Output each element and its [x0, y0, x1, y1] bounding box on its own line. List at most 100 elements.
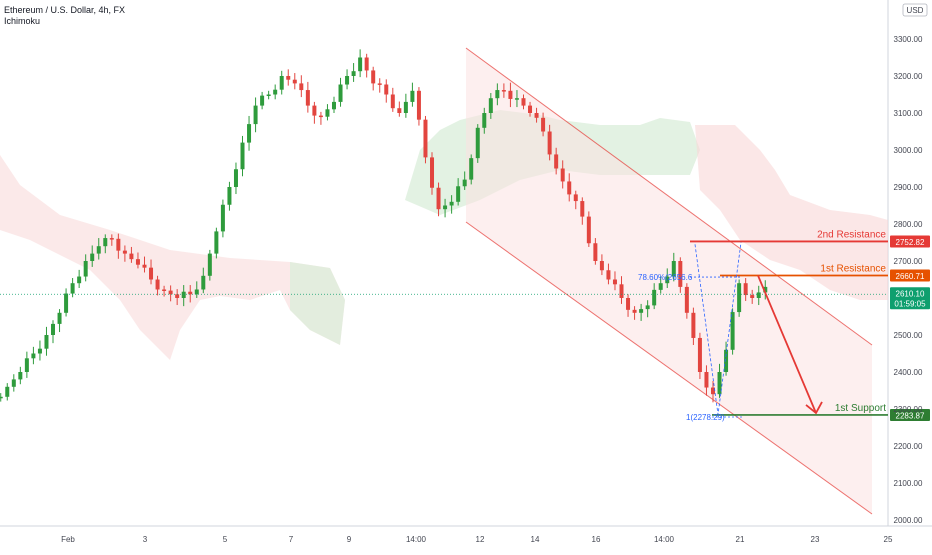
- candle-body: [521, 98, 526, 106]
- arrow-shaft: [757, 275, 817, 414]
- level-tag-3: 2283.87: [890, 408, 930, 421]
- level-tag-bg: [890, 408, 930, 421]
- candle-body: [214, 231, 219, 254]
- x-tick-10: 21: [736, 535, 745, 544]
- candle-body: [194, 289, 199, 295]
- candle-body: [5, 386, 10, 397]
- y-tick-3100: 3100.00: [894, 109, 923, 118]
- candle-body: [162, 289, 167, 291]
- x-tick-9: 14:00: [654, 535, 675, 544]
- candle-body: [665, 276, 670, 284]
- level-label-3: 1st Support: [835, 403, 886, 414]
- candle-body: [358, 57, 363, 72]
- candle-body: [756, 292, 761, 298]
- candle-body: [541, 117, 546, 132]
- candle-body: [456, 186, 461, 202]
- candle-body: [684, 286, 689, 313]
- candle-body: [390, 94, 395, 109]
- fib-78-label: 78.60%(2656.6: [638, 273, 693, 282]
- candle-body: [658, 283, 663, 290]
- x-tick-7: 14: [531, 535, 540, 544]
- candle-body: [37, 348, 42, 354]
- candle-body: [475, 127, 480, 159]
- fib-1-label: 1(2278.29): [686, 413, 725, 422]
- candle-body: [410, 90, 415, 102]
- candle-body: [384, 84, 389, 95]
- candle-body: [462, 179, 467, 187]
- arrow-head: [805, 401, 823, 415]
- candle-body: [338, 84, 343, 102]
- last-price-countdown: 01:59:05: [894, 299, 926, 308]
- last-price-bg: [890, 287, 930, 310]
- x-tick-0: Feb: [61, 535, 75, 544]
- x-tick-2: 5: [223, 535, 228, 544]
- candle-body: [671, 261, 676, 277]
- channel-upper-line: [465, 47, 873, 346]
- candle-body: [416, 90, 421, 120]
- channel-lower-line: [465, 221, 873, 515]
- level-label-1: 2nd Resistance: [817, 229, 886, 240]
- candle-body: [501, 90, 506, 92]
- x-tick-12: 25: [884, 535, 893, 544]
- currency-badge-box: [902, 3, 928, 17]
- candle-body: [227, 187, 232, 205]
- candle-body: [318, 115, 323, 118]
- candle-body: [175, 294, 180, 298]
- currency-badge-text: USD: [907, 6, 924, 15]
- indicator-label: Ichimoku: [4, 16, 41, 26]
- candle-body: [116, 238, 121, 251]
- candles: [0, 49, 768, 403]
- candle-body: [253, 105, 258, 125]
- candle-body: [260, 95, 265, 106]
- candle-body: [554, 154, 559, 169]
- candle-body: [639, 309, 644, 313]
- candle-body: [44, 335, 49, 349]
- candle-body: [371, 70, 376, 84]
- candle-body: [612, 279, 617, 285]
- y-tick-2800: 2800.00: [894, 220, 923, 229]
- candle-body: [652, 289, 657, 306]
- candle-body: [286, 76, 291, 80]
- candle-body: [90, 253, 95, 261]
- candle-body: [724, 349, 729, 372]
- candle-body: [11, 379, 16, 387]
- x-tick-8: 16: [592, 535, 601, 544]
- y-tick-2500: 2500.00: [894, 331, 923, 340]
- level-tag-bg: [890, 235, 930, 248]
- candle-body: [397, 108, 402, 113]
- y-tick-3200: 3200.00: [894, 72, 923, 81]
- level-tag-text: 2283.87: [896, 411, 925, 420]
- x-tick-4: 9: [347, 535, 352, 544]
- candle-body: [188, 291, 193, 295]
- level-tag-1: 2752.82: [890, 235, 930, 248]
- candle-body: [149, 267, 154, 280]
- level-tag-text: 2660.71: [896, 272, 925, 281]
- candle-body: [710, 387, 715, 395]
- candle-body: [266, 94, 271, 96]
- last-price-value: 2610.10: [896, 289, 925, 298]
- fib-zigzag: [694, 242, 742, 415]
- candle-body: [351, 71, 356, 76]
- candle-body: [534, 113, 539, 118]
- candle-body: [488, 98, 493, 113]
- candle-body: [64, 293, 69, 313]
- candle-body: [730, 312, 735, 350]
- y-tick-2400: 2400.00: [894, 368, 923, 377]
- level-label-2: 1st Resistance: [820, 264, 886, 275]
- candle-body: [273, 89, 278, 95]
- candle-body: [547, 131, 552, 155]
- candle-body: [24, 358, 29, 372]
- candle-body: [220, 204, 225, 232]
- candle-body: [57, 312, 62, 324]
- candle-body: [312, 105, 317, 116]
- candle-body: [331, 101, 336, 110]
- candle-body: [240, 142, 245, 170]
- candle-body: [645, 305, 650, 310]
- candle-body: [279, 76, 284, 90]
- projection-arrow: [757, 275, 823, 415]
- candle-body: [135, 259, 140, 265]
- cloud-bearish-1: [0, 155, 345, 360]
- candle-body: [423, 119, 428, 158]
